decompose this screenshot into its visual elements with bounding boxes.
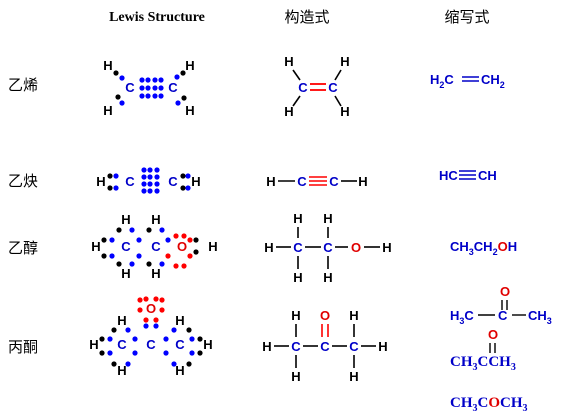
svg-text:C: C: [329, 174, 339, 189]
svg-text:H: H: [349, 369, 358, 384]
svg-text:O: O: [500, 284, 510, 299]
structural-ethylene: H H C C H H: [284, 54, 349, 119]
svg-text:C: C: [125, 80, 135, 95]
svg-text:C: C: [168, 174, 178, 189]
svg-text:H: H: [266, 174, 275, 189]
svg-text:H: H: [262, 339, 271, 354]
svg-text:H: H: [284, 54, 293, 69]
row-label-ethanol: 乙醇: [8, 239, 38, 257]
svg-text:CH: CH: [478, 168, 497, 183]
svg-text:O: O: [320, 308, 330, 323]
svg-text:H: H: [264, 240, 273, 255]
header-lewis-structure: Lewis Structure: [109, 10, 205, 25]
row-label-ethylene: 乙烯: [8, 76, 38, 94]
svg-text:H: H: [103, 58, 112, 73]
svg-text:H: H: [151, 212, 160, 227]
svg-text:C: C: [349, 339, 359, 354]
svg-text:C: C: [125, 174, 135, 189]
svg-text:O: O: [351, 240, 361, 255]
svg-text:C: C: [498, 308, 508, 323]
svg-text:H: H: [291, 308, 300, 323]
svg-text:H: H: [293, 211, 302, 226]
svg-text:H: H: [340, 104, 349, 119]
svg-text:H: H: [378, 339, 387, 354]
svg-text:O: O: [177, 239, 187, 254]
svg-text:H: H: [185, 58, 194, 73]
svg-text:C: C: [297, 174, 307, 189]
svg-text:H: H: [175, 313, 184, 328]
svg-text:H2C: H2C: [430, 72, 454, 90]
lewis-ethylene: H H C C H H: [103, 58, 194, 118]
condensed-ethylene: H2C CH2: [430, 72, 505, 90]
header-condensed-formula: 缩写式: [444, 8, 489, 26]
svg-text:C: C: [293, 240, 303, 255]
svg-text:H: H: [349, 308, 358, 323]
svg-text:O: O: [146, 301, 156, 316]
svg-text:CH2: CH2: [481, 72, 505, 90]
svg-text:C: C: [146, 337, 156, 352]
svg-text:C: C: [121, 239, 131, 254]
svg-text:H: H: [121, 266, 130, 281]
svg-text:C: C: [151, 239, 161, 254]
svg-text:C: C: [328, 80, 338, 95]
condensed-acetone-skeletal: O H3C C CH3: [450, 284, 552, 326]
svg-text:H: H: [323, 211, 332, 226]
svg-text:H: H: [117, 313, 126, 328]
structural-acetone: O H H H C C C H H H: [262, 308, 387, 384]
svg-text:H: H: [203, 337, 212, 352]
svg-text:H: H: [151, 266, 160, 281]
svg-text:H: H: [340, 54, 349, 69]
structural-ethanol: H H H C C O H H H: [264, 211, 391, 285]
lewis-acetone: O H H H C C C H H H: [89, 296, 213, 378]
header-structural-formula: 构造式: [284, 8, 329, 26]
svg-text:H: H: [185, 103, 194, 118]
condensed-acetone-serif: O CH3CCH3: [450, 327, 516, 373]
svg-text:H: H: [191, 174, 200, 189]
svg-text:H: H: [117, 363, 126, 378]
svg-text:C: C: [168, 80, 178, 95]
svg-text:O: O: [488, 327, 498, 342]
condensed-ethanol: CH3CH2OH: [450, 239, 517, 257]
svg-text:H: H: [358, 174, 367, 189]
svg-text:CH3CCH3: CH3CCH3: [450, 354, 516, 373]
svg-text:H: H: [121, 212, 130, 227]
svg-text:C: C: [323, 240, 333, 255]
row-label-acetylene: 乙炔: [8, 172, 38, 190]
svg-text:H3C: H3C: [450, 308, 474, 326]
svg-text:HC: HC: [439, 168, 458, 183]
svg-text:CH3COCH3: CH3COCH3: [450, 395, 528, 414]
svg-text:C: C: [175, 337, 185, 352]
lewis-ethanol: H H H C C O H H H: [91, 212, 217, 281]
svg-text:H: H: [208, 239, 217, 254]
svg-text:H: H: [323, 270, 332, 285]
svg-text:C: C: [117, 337, 127, 352]
lewis-acetylene: H C C H: [96, 167, 201, 194]
row-label-acetone: 丙酮: [8, 338, 38, 356]
condensed-acetylene: HC CH: [439, 168, 497, 183]
svg-text:C: C: [298, 80, 308, 95]
svg-text:CH3: CH3: [528, 308, 552, 326]
condensed-acetone-linear: CH3COCH3: [450, 395, 528, 414]
svg-text:H: H: [96, 174, 105, 189]
svg-text:C: C: [291, 339, 301, 354]
structural-acetylene: H C C H: [266, 174, 367, 189]
svg-text:H: H: [382, 240, 391, 255]
svg-text:H: H: [175, 363, 184, 378]
svg-text:H: H: [293, 270, 302, 285]
svg-text:H: H: [89, 337, 98, 352]
svg-text:H: H: [284, 104, 293, 119]
svg-text:CH3CH2OH: CH3CH2OH: [450, 239, 517, 257]
svg-text:H: H: [103, 103, 112, 118]
svg-text:C: C: [320, 339, 330, 354]
svg-text:H: H: [91, 239, 100, 254]
svg-text:H: H: [291, 369, 300, 384]
